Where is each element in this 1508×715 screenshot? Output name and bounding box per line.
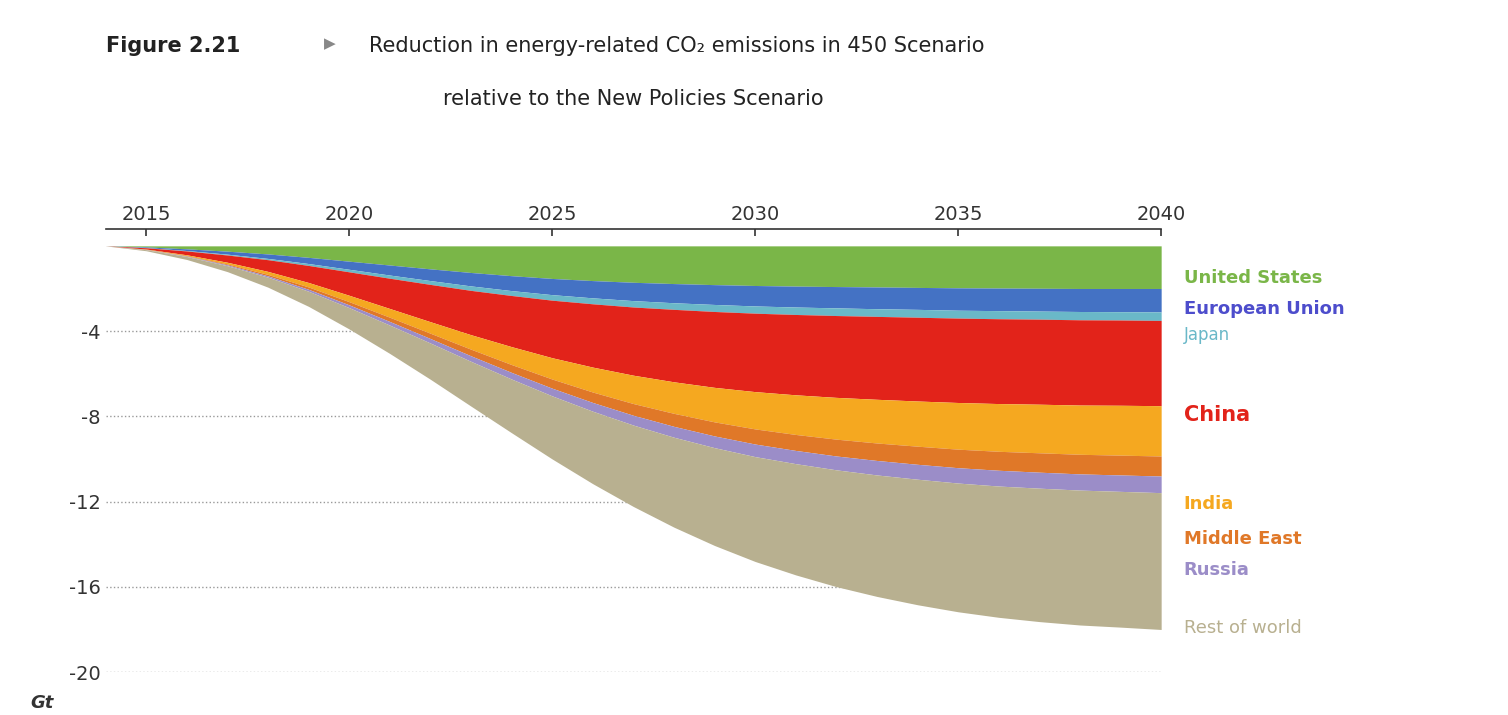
Text: relative to the New Policies Scenario: relative to the New Policies Scenario [443,89,823,109]
Text: India: India [1184,495,1234,513]
Text: China: China [1184,405,1250,425]
Text: United States: United States [1184,269,1323,287]
Text: European Union: European Union [1184,300,1345,317]
Text: Russia: Russia [1184,561,1250,579]
Text: Japan: Japan [1184,326,1231,344]
Text: Middle East: Middle East [1184,530,1301,548]
Text: ▶: ▶ [324,36,336,51]
Text: Figure 2.21: Figure 2.21 [106,36,240,56]
Text: Reduction in energy-related CO₂ emissions in 450 Scenario: Reduction in energy-related CO₂ emission… [369,36,985,56]
Text: Rest of world: Rest of world [1184,618,1301,637]
Text: Gt: Gt [30,694,54,712]
